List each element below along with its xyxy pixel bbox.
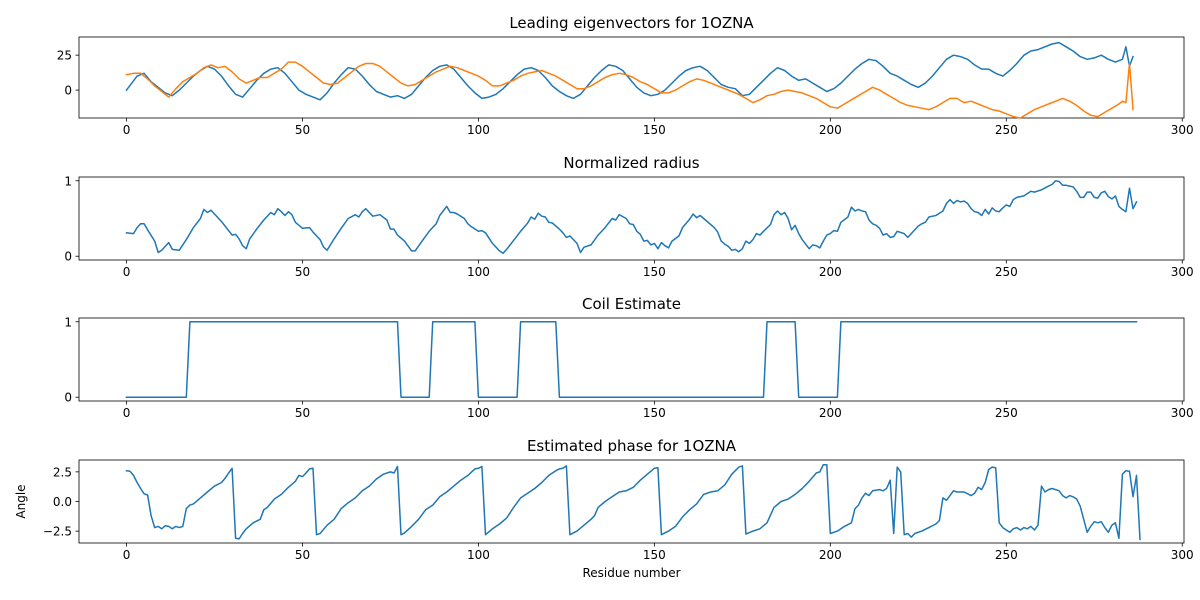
x-tick-label: 50 bbox=[295, 548, 310, 562]
x-tick-label: 50 bbox=[295, 265, 310, 279]
series-line-1 bbox=[125, 463, 1141, 541]
x-tick-label: 250 bbox=[995, 548, 1018, 562]
series-line-1 bbox=[125, 180, 1138, 254]
x-tick-label: 50 bbox=[295, 123, 310, 137]
x-tick-label: 150 bbox=[643, 406, 666, 420]
series-line-1 bbox=[125, 41, 1134, 101]
series-line-1 bbox=[125, 321, 1138, 398]
axes-frame bbox=[78, 459, 1185, 544]
y-tick-label: 0 bbox=[64, 391, 72, 405]
x-tick-label: 50 bbox=[295, 406, 310, 420]
x-tick-label: 0 bbox=[123, 123, 131, 137]
y-tick-label: 25 bbox=[57, 49, 72, 63]
x-tick-label: 150 bbox=[643, 123, 666, 137]
x-tick-label: 150 bbox=[643, 548, 666, 562]
x-tick-label: 200 bbox=[819, 265, 842, 279]
x-tick-label: 250 bbox=[995, 265, 1018, 279]
x-tick-label: 200 bbox=[819, 406, 842, 420]
x-tick-label: 300 bbox=[1171, 548, 1194, 562]
x-tick-label: 100 bbox=[467, 265, 490, 279]
y-tick-label: 0 bbox=[64, 250, 72, 264]
x-tick-label: 200 bbox=[819, 123, 842, 137]
x-axis-label: Residue number bbox=[582, 566, 680, 580]
axes-frame bbox=[78, 176, 1185, 261]
axes-frame bbox=[78, 317, 1185, 402]
y-tick-label: 2.5 bbox=[53, 465, 72, 479]
x-tick-label: 300 bbox=[1171, 406, 1194, 420]
y-tick-label: −2.5 bbox=[43, 525, 72, 539]
x-tick-label: 0 bbox=[123, 265, 131, 279]
y-tick-label: 0.0 bbox=[53, 495, 72, 509]
y-axis-label: Angle bbox=[14, 484, 28, 518]
x-tick-label: 0 bbox=[123, 548, 131, 562]
y-tick-label: 1 bbox=[64, 174, 72, 188]
x-tick-label: 150 bbox=[643, 265, 666, 279]
y-tick-label: 0 bbox=[64, 84, 72, 98]
x-tick-label: 0 bbox=[123, 406, 131, 420]
x-tick-label: 250 bbox=[995, 406, 1018, 420]
y-tick-label: 1 bbox=[64, 315, 72, 329]
x-tick-label: 300 bbox=[1171, 265, 1194, 279]
x-tick-label: 300 bbox=[1171, 123, 1194, 137]
x-tick-label: 100 bbox=[467, 406, 490, 420]
x-tick-label: 250 bbox=[995, 123, 1018, 137]
series-line-2 bbox=[125, 61, 1134, 119]
panel-title: Leading eigenvectors for 1OZNA bbox=[509, 14, 754, 32]
x-tick-label: 100 bbox=[467, 548, 490, 562]
panel-title: Estimated phase for 1OZNA bbox=[527, 437, 737, 455]
x-tick-label: 200 bbox=[819, 548, 842, 562]
x-tick-label: 100 bbox=[467, 123, 490, 137]
panel-title: Normalized radius bbox=[563, 154, 699, 172]
panel-title: Coil Estimate bbox=[582, 295, 681, 313]
